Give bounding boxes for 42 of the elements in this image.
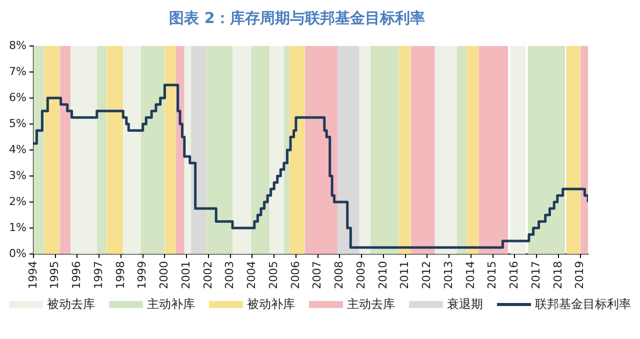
x-tick-label: 2009 xyxy=(354,261,368,290)
x-tick-label: 2001 xyxy=(179,261,192,290)
legend-label: 主动去库 xyxy=(347,296,395,313)
y-tick-label: 7% xyxy=(9,64,26,78)
x-tick-label: 2002 xyxy=(201,261,214,290)
y-tick-label: 3% xyxy=(9,168,26,182)
x-tick-label: 2013 xyxy=(442,261,455,290)
y-tick-label: 6% xyxy=(9,90,26,104)
x-tick-label: 1997 xyxy=(92,261,105,290)
legend-label: 被动补库 xyxy=(247,296,295,313)
x-tick-label: 2016 xyxy=(508,261,521,290)
x-tick-label: 2004 xyxy=(245,261,258,290)
x-tick-label: 2006 xyxy=(288,261,302,290)
y-tick-label: 1% xyxy=(9,220,26,234)
x-tick-label: 2012 xyxy=(420,261,434,290)
x-tick-label: 1998 xyxy=(114,261,127,290)
x-tick-label: 1995 xyxy=(48,261,62,290)
legend-label: 联邦基金目标利率 xyxy=(535,296,631,313)
legend-label: 主动补库 xyxy=(147,296,195,313)
x-tick-label: 2018 xyxy=(551,261,564,290)
y-tick-label: 2% xyxy=(9,194,26,208)
legend-label: 被动去库 xyxy=(47,296,95,313)
x-tick-label: 2017 xyxy=(529,261,542,290)
x-tick-label: 2007 xyxy=(310,261,324,290)
y-tick-label: 8% xyxy=(9,38,26,52)
y-tick-label: 5% xyxy=(9,116,26,130)
x-tick-label: 2015 xyxy=(486,261,499,290)
x-tick-label: 2010 xyxy=(376,261,390,290)
y-tick-label: 4% xyxy=(9,142,26,156)
x-tick-label: 1994 xyxy=(26,261,40,290)
legend-label: 衰退期 xyxy=(447,296,483,313)
x-tick-label: 2011 xyxy=(398,261,412,290)
x-tick-label: 2003 xyxy=(223,261,236,290)
x-tick-label: 2000 xyxy=(158,261,171,290)
x-tick-label: 2019 xyxy=(573,261,586,290)
x-tick-label: 2014 xyxy=(464,261,477,290)
x-tick-label: 2005 xyxy=(266,261,280,290)
y-tick-label: 0% xyxy=(9,246,26,260)
chart-title: 图表 2：库存周期与联邦基金目标利率 xyxy=(169,8,425,27)
x-tick-label: 1999 xyxy=(136,261,149,290)
x-tick-label: 1996 xyxy=(70,261,84,290)
x-tick-label: 2008 xyxy=(332,261,346,290)
